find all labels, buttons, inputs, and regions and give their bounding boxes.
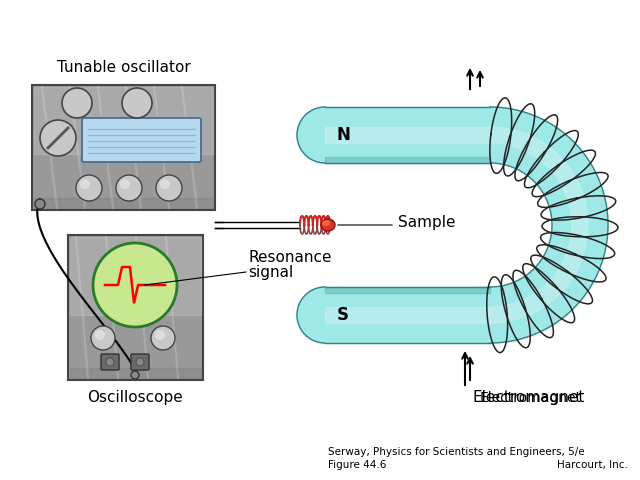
Circle shape	[40, 120, 76, 156]
Polygon shape	[325, 107, 490, 163]
Ellipse shape	[321, 219, 335, 231]
Text: Sample: Sample	[398, 216, 456, 230]
Circle shape	[35, 199, 45, 209]
Circle shape	[136, 358, 144, 366]
Polygon shape	[297, 287, 325, 343]
Polygon shape	[490, 127, 588, 323]
Circle shape	[122, 88, 152, 118]
FancyBboxPatch shape	[32, 85, 215, 210]
Text: N: N	[336, 126, 350, 144]
FancyBboxPatch shape	[68, 235, 203, 380]
Circle shape	[62, 88, 92, 118]
Polygon shape	[490, 107, 608, 343]
Circle shape	[93, 243, 177, 327]
Circle shape	[91, 326, 115, 350]
Polygon shape	[70, 368, 201, 378]
Circle shape	[95, 330, 105, 340]
Circle shape	[120, 179, 130, 189]
Text: Electromagnet: Electromagnet	[473, 390, 586, 405]
Text: Oscilloscope: Oscilloscope	[87, 390, 183, 405]
Text: Figure 44.6: Figure 44.6	[328, 460, 387, 470]
Text: Harcourt, Inc.: Harcourt, Inc.	[557, 460, 628, 470]
Polygon shape	[297, 107, 325, 163]
Polygon shape	[325, 287, 490, 293]
Circle shape	[131, 371, 139, 379]
Polygon shape	[70, 237, 201, 315]
Polygon shape	[325, 307, 490, 323]
Text: signal: signal	[248, 264, 293, 279]
FancyBboxPatch shape	[131, 354, 149, 370]
Polygon shape	[325, 287, 490, 343]
FancyBboxPatch shape	[82, 118, 201, 162]
Polygon shape	[34, 198, 213, 208]
Polygon shape	[325, 127, 490, 143]
Text: Electromagnet: Electromagnet	[480, 391, 582, 405]
Polygon shape	[325, 157, 490, 163]
FancyBboxPatch shape	[101, 354, 119, 370]
Text: Tunable oscillator: Tunable oscillator	[56, 60, 190, 75]
Circle shape	[156, 175, 182, 201]
Circle shape	[155, 330, 165, 340]
Text: S: S	[337, 306, 349, 324]
Circle shape	[80, 179, 90, 189]
Polygon shape	[34, 87, 213, 154]
Circle shape	[106, 358, 114, 366]
Circle shape	[76, 175, 102, 201]
Text: Serway, Physics for Scientists and Engineers, 5/e: Serway, Physics for Scientists and Engin…	[328, 447, 584, 457]
Circle shape	[151, 326, 175, 350]
Circle shape	[160, 179, 170, 189]
Text: Resonance: Resonance	[248, 251, 332, 265]
Ellipse shape	[322, 220, 330, 226]
Circle shape	[116, 175, 142, 201]
